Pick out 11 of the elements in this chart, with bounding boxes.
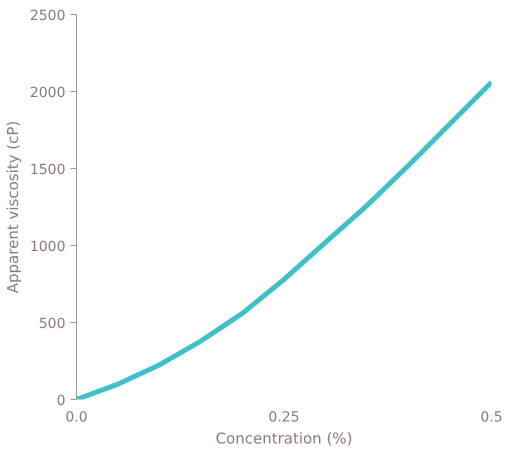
x-tick-label: 0.25 [268,410,300,426]
y-axis-title: Apparent viscosity (cP) [4,120,22,294]
y-tick-label: 2500 [30,8,66,24]
x-axis-title: Concentration (%) [216,430,352,448]
y-tick-label: 1500 [30,162,66,178]
y-tick-label: 2000 [30,85,66,101]
y-tick-label: 1000 [30,239,66,255]
y-tick-label: 500 [38,316,66,332]
y-tick-label: 0 [56,393,66,409]
x-tick-label: 0.0 [65,410,88,426]
x-tick-label: 0.5 [480,410,503,426]
